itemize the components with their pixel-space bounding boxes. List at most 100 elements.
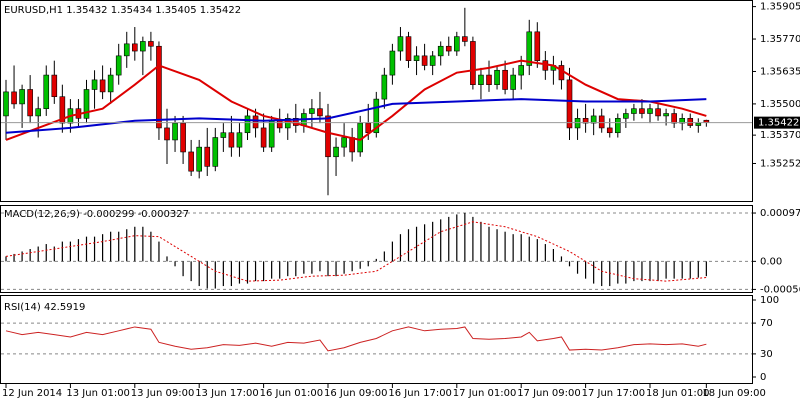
macd-bar — [263, 261, 265, 282]
macd-bar — [585, 261, 587, 279]
x-tick-label: 18 Jun 01:00 — [646, 388, 710, 399]
macd-bar — [560, 256, 563, 262]
macd-bar — [536, 239, 538, 262]
macd-bar — [367, 261, 369, 267]
macd-bar — [415, 226, 418, 262]
macd-bar — [93, 236, 96, 262]
candle-body — [606, 127, 613, 134]
candle-body — [180, 122, 186, 153]
candle-body — [156, 45, 162, 129]
x-tick-label: 17 Jun 17:00 — [582, 388, 646, 399]
candle-body — [453, 36, 460, 52]
candle-body — [196, 146, 202, 172]
candle-body — [671, 113, 677, 124]
macd-bar — [496, 229, 498, 262]
macd-bar — [271, 261, 273, 279]
x-tick-label: 16 Jun 09:00 — [324, 388, 388, 399]
candle-body — [43, 74, 50, 110]
candle-body — [373, 98, 380, 134]
moving-average — [5, 98, 707, 134]
candle-body — [470, 41, 476, 85]
candle-body — [204, 146, 211, 167]
macd-bar — [520, 234, 522, 262]
macd-bar — [303, 261, 305, 274]
candle-body — [590, 115, 597, 124]
macd-bar — [279, 261, 281, 279]
candle-body — [51, 74, 58, 97]
candle-body — [325, 115, 331, 158]
last-price-box — [754, 116, 800, 129]
macd-bar — [641, 261, 643, 282]
macd-bar — [359, 261, 361, 269]
candle-body — [486, 74, 492, 85]
macd-bar — [665, 261, 667, 279]
candle-body — [19, 89, 25, 105]
candle-body — [317, 108, 323, 117]
price-panel — [0, 0, 753, 202]
macd-bar — [134, 226, 136, 262]
candle-body — [35, 108, 42, 117]
macd-bar — [633, 261, 635, 282]
y-tick-label: 1.35770 — [760, 34, 800, 45]
macd-bar — [383, 251, 385, 262]
y-tick-label: 1.35635 — [760, 66, 800, 77]
candle-body — [397, 36, 404, 52]
x-tick-label: 17 Jun 01:00 — [453, 388, 517, 399]
macd-panel — [0, 205, 753, 293]
y-tick-label: 1.35370 — [760, 130, 800, 141]
macd-bar — [190, 261, 192, 282]
y-tick-label: 30 — [760, 349, 773, 360]
macd-bar — [327, 261, 329, 277]
candle-body — [83, 89, 90, 119]
macd-bar — [504, 231, 506, 262]
macd-bar — [673, 261, 675, 279]
macd-bar — [375, 258, 377, 262]
x-tick-label: 13 Jun 01:00 — [66, 388, 130, 399]
macd-bar — [214, 261, 216, 289]
macd-bar — [126, 229, 128, 262]
y-tick-label: 100 — [760, 295, 779, 306]
candle-body — [566, 79, 573, 129]
y-tick-label: 1.35500 — [760, 99, 800, 110]
candle-body — [309, 108, 315, 114]
y-tick-label: 0.000978 — [760, 208, 800, 219]
x-tick-label: 13 Jun 09:00 — [131, 388, 195, 399]
macd-bar — [697, 261, 699, 278]
macd-bar — [5, 256, 7, 262]
candle-body — [11, 91, 17, 105]
macd-bar — [254, 261, 257, 282]
candle-body — [123, 43, 130, 57]
candle-body — [663, 113, 669, 117]
macd-bar — [110, 231, 112, 262]
candle-body — [510, 74, 516, 90]
candle-body — [518, 65, 525, 76]
macd-bar — [102, 234, 104, 262]
macd-bar — [311, 261, 313, 274]
candle-body — [462, 36, 468, 42]
macd-bar — [440, 219, 442, 262]
panel-title: RSI(14) 42.5919 — [4, 302, 85, 313]
candle-body — [172, 122, 178, 141]
y-tick-label: 70 — [760, 318, 773, 329]
candle-body — [478, 74, 484, 85]
macd-bar — [464, 212, 466, 262]
candle-body — [115, 55, 122, 76]
macd-bar — [335, 261, 337, 277]
candle-body — [3, 91, 9, 117]
candle-body — [91, 79, 98, 90]
y-tick-label: 1.35905 — [760, 2, 800, 13]
candle-body — [349, 137, 355, 153]
candle-body — [405, 36, 412, 61]
candle-body — [381, 74, 388, 100]
candle-body — [341, 137, 347, 148]
candle-body — [148, 41, 154, 47]
macd-bar — [238, 261, 241, 284]
candle-body — [429, 55, 436, 66]
macd-bar — [576, 261, 579, 274]
candle-body — [365, 122, 372, 134]
y-tick-label: 1.35252 — [760, 158, 800, 169]
macd-bar — [568, 261, 571, 267]
candle-body — [421, 55, 428, 66]
macd-bar — [198, 261, 200, 287]
